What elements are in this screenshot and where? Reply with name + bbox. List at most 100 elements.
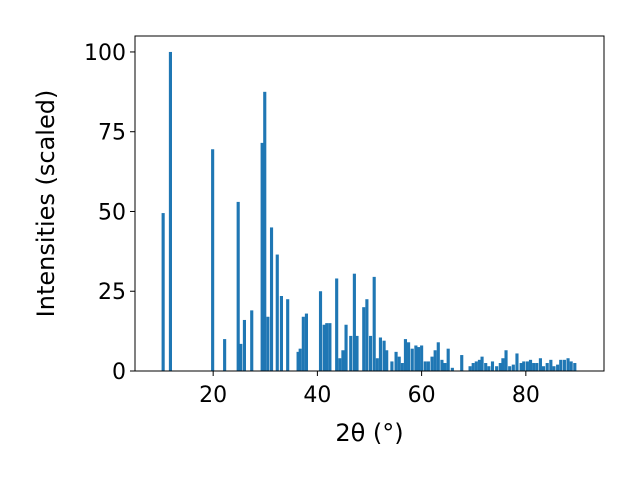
bar [430, 356, 434, 371]
bar [269, 227, 274, 371]
bar [407, 342, 411, 371]
bar [480, 356, 484, 371]
bar [161, 213, 165, 371]
bar [552, 366, 556, 371]
bar [495, 366, 499, 371]
bar [239, 343, 243, 371]
bar [355, 335, 359, 371]
bar [532, 363, 536, 371]
bar [515, 353, 519, 371]
bar [322, 324, 326, 371]
plot-frame [134, 35, 605, 372]
bar [266, 316, 270, 371]
bar [298, 348, 302, 371]
bar [511, 364, 515, 371]
bar [474, 361, 478, 371]
bar [250, 310, 254, 371]
bar [487, 366, 491, 371]
bar [414, 345, 418, 371]
bar [549, 359, 553, 371]
bars-group [161, 51, 577, 371]
y-tick-label: 75 [98, 121, 126, 146]
bar [573, 363, 577, 371]
x-axis-label: 2θ (°) [335, 419, 403, 447]
bar [535, 363, 539, 371]
bar [385, 350, 389, 371]
bar [344, 324, 348, 371]
bar [341, 350, 345, 371]
bar [403, 339, 408, 371]
y-tick-label: 50 [98, 200, 126, 225]
y-tick-label: 25 [98, 280, 126, 305]
bar [446, 348, 450, 371]
y-tick-label: 100 [84, 41, 126, 66]
bar [416, 347, 421, 371]
bar [275, 254, 279, 371]
bar [440, 359, 444, 371]
bar [471, 363, 475, 371]
bar [490, 361, 495, 371]
bar [519, 363, 523, 371]
bar [349, 335, 353, 371]
bar [372, 276, 376, 371]
bar [541, 366, 546, 371]
bar [562, 359, 566, 371]
bar [236, 201, 240, 371]
bar [263, 91, 267, 371]
bar [426, 361, 430, 371]
x-tick-label: 60 [408, 383, 436, 408]
bar [569, 361, 573, 371]
bar [335, 278, 339, 371]
bar [522, 361, 526, 371]
bar [301, 316, 305, 371]
bar [528, 359, 533, 371]
bar [368, 335, 373, 371]
bar [223, 339, 227, 371]
bar [450, 367, 454, 371]
bar [436, 342, 440, 371]
bar [566, 358, 570, 371]
bar [498, 363, 502, 371]
bar [378, 337, 383, 371]
bar [352, 273, 356, 371]
bar [477, 359, 482, 371]
bar [328, 323, 332, 371]
bar [325, 323, 329, 371]
bar [286, 299, 290, 371]
bar [504, 350, 508, 371]
bar [397, 356, 401, 371]
bar [556, 364, 560, 371]
bar [375, 358, 379, 371]
bar [410, 348, 414, 371]
bar [525, 361, 529, 371]
bar [400, 363, 404, 371]
x-tick-label: 20 [199, 383, 227, 408]
bar [365, 299, 369, 371]
bar [460, 355, 464, 371]
bar [394, 351, 398, 371]
y-axis: 0 25 50 75 100 [84, 41, 135, 385]
y-tick-label: 0 [112, 360, 126, 385]
bar [296, 351, 300, 371]
bar [423, 361, 427, 371]
bar [545, 363, 549, 371]
bar [390, 361, 394, 371]
bar [443, 363, 447, 371]
bar [242, 319, 246, 371]
bar [318, 291, 323, 371]
bar [362, 307, 366, 371]
bar [420, 345, 424, 371]
x-tick-label: 80 [512, 383, 540, 408]
x-tick-label: 40 [303, 383, 331, 408]
bar [484, 363, 488, 371]
bar [260, 142, 264, 371]
bar [304, 313, 309, 371]
bar [559, 359, 563, 371]
y-axis-label: Intensities (scaled) [32, 90, 60, 318]
x-axis: 20 40 60 80 [199, 371, 540, 408]
bar [468, 366, 472, 371]
bar [382, 340, 386, 371]
bar [501, 358, 505, 371]
bar [338, 358, 342, 371]
